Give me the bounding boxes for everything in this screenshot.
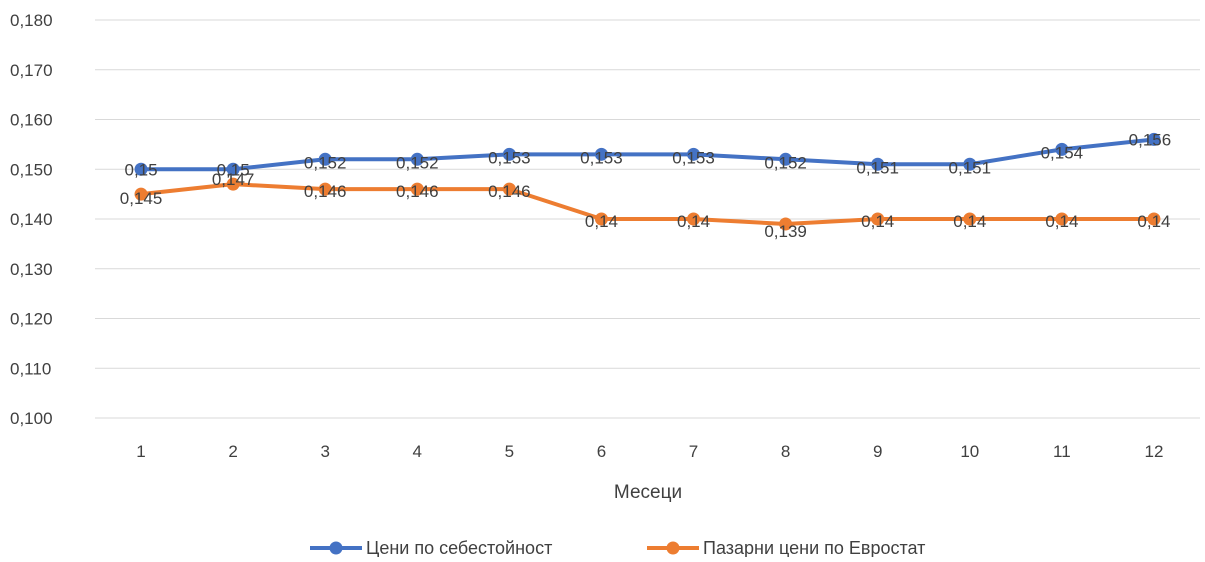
legend-label: Цени по себестойност xyxy=(366,538,552,557)
x-tick-label: 7 xyxy=(689,442,698,461)
data-label-series-2: 0,14 xyxy=(861,212,894,231)
data-label-series-1: 0,15 xyxy=(124,160,157,179)
y-tick-label: 0,130 xyxy=(10,260,53,279)
data-label-series-2: 0,14 xyxy=(677,212,710,231)
data-labels: 0,15 0,15 0,152 0,152 0,153 0,153 0,153 0,152 0,… xyxy=(120,130,1171,241)
data-point-series-2 xyxy=(134,187,148,201)
series-lines xyxy=(134,132,1161,231)
data-point-series-1 xyxy=(871,157,885,171)
data-point-series-2 xyxy=(779,217,793,231)
y-tick-label: 0,120 xyxy=(10,310,53,329)
data-label-series-1: 0,153 xyxy=(672,148,715,167)
data-label-series-1: 0,156 xyxy=(1129,130,1172,149)
y-axis-tick-labels: 0,100 0,110 0,120 0,130 0,140 0,150 0,160 0,170… xyxy=(10,11,53,428)
x-tick-label: 8 xyxy=(781,442,790,461)
data-point-series-1 xyxy=(963,157,977,171)
series-line-2 xyxy=(139,182,1156,226)
data-point-series-2 xyxy=(687,212,701,226)
x-tick-label: 9 xyxy=(873,442,882,461)
data-label-series-2: 0,146 xyxy=(396,182,439,201)
data-label-series-2: 0,146 xyxy=(304,182,347,201)
data-label-series-2: 0,14 xyxy=(1045,212,1078,231)
data-point-series-2 xyxy=(410,182,424,196)
y-tick-label: 0,140 xyxy=(10,210,53,229)
data-label-series-1: 0,15 xyxy=(217,160,250,179)
data-label-series-1: 0,152 xyxy=(396,153,439,172)
data-point-series-1 xyxy=(594,147,608,161)
data-label-series-1: 0,151 xyxy=(949,158,992,177)
y-tick-label: 0,100 xyxy=(10,409,53,428)
data-point-series-2 xyxy=(1055,212,1069,226)
x-tick-label: 12 xyxy=(1144,442,1163,461)
data-label-series-2: 0,14 xyxy=(585,212,618,231)
data-point-series-2 xyxy=(502,182,516,196)
data-label-series-1: 0,153 xyxy=(580,148,623,167)
data-label-series-2: 0,14 xyxy=(1137,212,1170,231)
data-point-series-1 xyxy=(226,162,240,176)
data-point-series-1 xyxy=(410,152,424,166)
y-tick-label: 0,150 xyxy=(10,160,53,179)
data-point-series-2 xyxy=(1147,212,1161,226)
x-tick-label: 10 xyxy=(960,442,979,461)
data-label-series-1: 0,152 xyxy=(764,153,807,172)
data-point-series-1 xyxy=(1147,132,1161,146)
data-point-series-2 xyxy=(963,212,977,226)
data-point-series-1 xyxy=(779,152,793,166)
legend: Цени по себестойност Пазарни цени по Евро… xyxy=(310,538,925,558)
data-label-series-2: 0,147 xyxy=(212,170,255,189)
x-tick-label: 11 xyxy=(1053,442,1071,461)
data-point-series-1 xyxy=(318,152,332,166)
series-line-1 xyxy=(139,137,1156,172)
x-tick-label: 4 xyxy=(413,442,422,461)
x-tick-label: 6 xyxy=(597,442,606,461)
data-label-series-2: 0,145 xyxy=(120,189,163,208)
data-label-series-1: 0,153 xyxy=(488,148,531,167)
x-tick-label: 1 xyxy=(136,442,145,461)
x-tick-label: 2 xyxy=(228,442,237,461)
y-tick-label: 0,160 xyxy=(10,111,53,130)
y-tick-label: 0,110 xyxy=(10,359,51,378)
y-tick-label: 0,180 xyxy=(10,11,53,30)
x-tick-label: 3 xyxy=(320,442,329,461)
x-axis-tick-labels: 1 2 3 4 5 6 7 8 9 10 11 12 xyxy=(136,442,1163,461)
data-point-series-2 xyxy=(871,212,885,226)
data-label-series-1: 0,152 xyxy=(304,153,347,172)
data-point-series-2 xyxy=(594,212,608,226)
data-point-series-2 xyxy=(226,177,240,191)
legend-swatch-marker xyxy=(666,541,680,555)
data-label-series-2: 0,139 xyxy=(764,222,807,241)
data-point-series-1 xyxy=(1055,142,1069,156)
data-point-series-2 xyxy=(318,182,332,196)
legend-swatch-marker xyxy=(329,541,343,555)
data-label-series-1: 0,154 xyxy=(1041,143,1084,162)
data-point-series-1 xyxy=(687,147,701,161)
data-label-series-2: 0,146 xyxy=(488,182,531,201)
data-point-series-1 xyxy=(134,162,148,176)
y-tick-label: 0,170 xyxy=(10,61,53,80)
x-tick-label: 5 xyxy=(505,442,514,461)
data-point-series-1 xyxy=(502,147,516,161)
data-label-series-1: 0,151 xyxy=(856,158,899,177)
data-label-series-2: 0,14 xyxy=(953,212,986,231)
x-axis-title: Месеци xyxy=(614,482,682,503)
legend-label: Пазарни цени по Евростат xyxy=(703,538,925,557)
